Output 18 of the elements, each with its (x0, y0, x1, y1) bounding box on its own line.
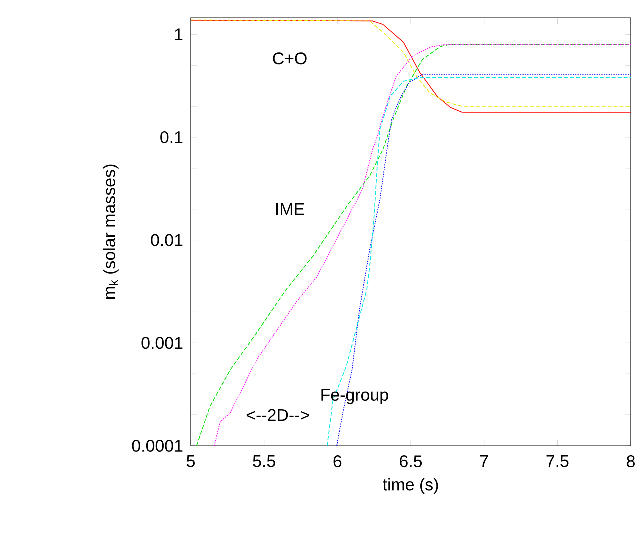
annotation: Fe-group (322, 389, 388, 404)
annotation: <--2D--> (246, 409, 310, 422)
y-tick-label: 0.1 (160, 131, 183, 144)
y-tick-label: 1 (175, 28, 183, 40)
x-tick-label: 7.5 (546, 456, 569, 468)
y-tick-label: 0.0001 (132, 440, 183, 452)
x-tick-label: 6 (334, 456, 342, 468)
x-tick-label: 5.5 (253, 456, 276, 468)
x-tick-label: 6.5 (400, 456, 422, 468)
x-axis-title: time (s) (383, 478, 438, 494)
annotation: IME (276, 203, 304, 216)
x-tick-label: 8 (627, 456, 635, 468)
y-tick-label: 0.01 (151, 234, 183, 246)
annotation: C+O (273, 52, 307, 65)
x-tick-label: 5 (186, 456, 195, 468)
x-tick-label: 7 (480, 456, 488, 468)
y-tick-label: 0.001 (142, 337, 183, 350)
y-axis-title: m$_{k}$ (solar masses) (103, 164, 119, 300)
